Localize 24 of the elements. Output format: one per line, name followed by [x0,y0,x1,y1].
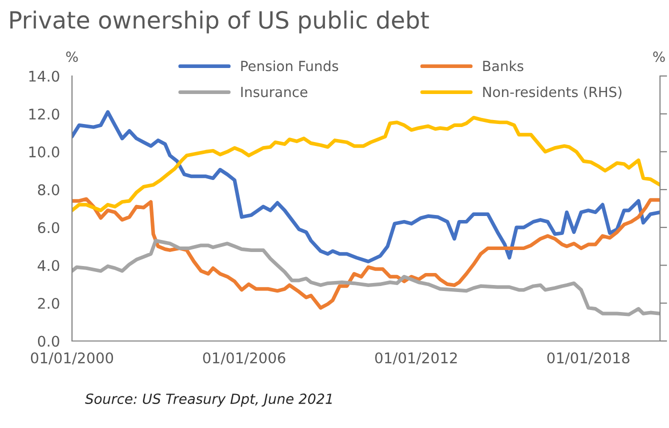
y-tick-label: 4.0 [38,260,60,272]
line-series [72,197,660,310]
y-axis-title: % [66,52,78,62]
line-series [72,238,660,316]
y-tick-label: 12.0 [29,108,60,120]
chart-title: Private ownership of US public debt [10,10,429,34]
legend-label: Banks [483,60,524,72]
line-series [72,116,660,212]
x-tick-label: 01/01/2006 [203,352,286,365]
legend-label: Pension Funds [241,60,338,72]
line-series [72,110,660,264]
y2-axis-title: % [653,52,665,62]
y-tick-label: 8.0 [38,184,60,196]
legend-label: Insurance [241,86,308,98]
source-note: Source: US Treasury Dpt, June 2021 [85,394,332,407]
y-tick-label: 0.0 [38,336,60,347]
x-tick-label: 01/01/2000 [30,352,114,365]
y-tick-label: 6.0 [38,222,60,234]
x-tick-label: 01/01/2018 [547,352,630,365]
y-tick-label: 2.0 [38,298,60,309]
y-tick-label: 14.0 [29,70,60,82]
legend-label: Non-residents (RHS) [483,86,622,99]
y-tick-label: 10.0 [29,146,60,158]
x-tick-label: 01/01/2012 [375,352,457,365]
